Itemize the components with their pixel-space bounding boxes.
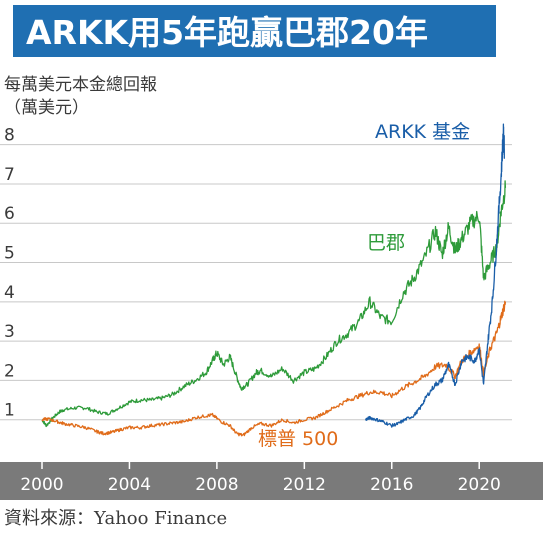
x-tick-label: 2000	[20, 475, 63, 495]
gridlines	[0, 144, 512, 421]
chart-title: ARKK用5年跑贏巴郡20年	[26, 13, 428, 52]
title-banner	[13, 5, 496, 57]
series-label-sp500: 標普 500	[258, 428, 338, 450]
x-tick-label: 2004	[108, 475, 151, 495]
x-tick-label: 2016	[370, 475, 413, 495]
x-axis-ticks: 2000 2004 2008 2012 2016 2020	[20, 462, 501, 495]
y-tick-label: 5	[4, 244, 15, 264]
y-tick-label: 3	[4, 322, 15, 342]
x-tick-label: 2008	[195, 475, 238, 495]
y-tick-label: 6	[4, 204, 15, 224]
series-line-1	[41, 300, 507, 437]
y-axis-ticks: 1 2 3 4 5 6 7 8	[4, 126, 15, 421]
x-tick-label: 2020	[458, 475, 501, 495]
source-note: 資料來源：Yahoo Finance	[4, 508, 227, 529]
x-tick-label: 2012	[283, 475, 326, 495]
y-tick-label: 8	[4, 126, 15, 146]
y-tick-label: 7	[4, 165, 15, 185]
series-line-2	[364, 123, 505, 428]
series-line-0	[41, 180, 507, 428]
series-lines	[41, 123, 507, 437]
series-label-berkshire: 巴郡	[367, 232, 405, 254]
y-tick-label: 2	[4, 361, 15, 381]
x-axis-bar	[0, 462, 543, 500]
y-tick-label: 4	[4, 283, 15, 303]
unit-label-line2: （萬美元）	[4, 98, 89, 118]
y-tick-label: 1	[4, 401, 15, 421]
unit-label-line1: 每萬美元本金總回報	[4, 75, 157, 95]
series-label-arkk: ARKK 基金	[375, 121, 470, 143]
